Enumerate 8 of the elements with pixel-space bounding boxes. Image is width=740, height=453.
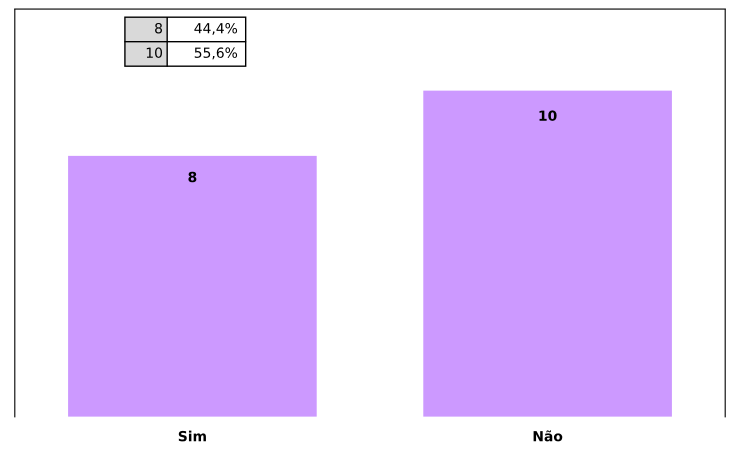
data-label: 8	[188, 172, 196, 182]
data-label: 10	[540, 110, 557, 121]
text: 10	[146, 47, 162, 58]
text: 55,6%	[194, 47, 238, 60]
x-tick-label: Sim	[178, 430, 206, 442]
text: 8	[155, 22, 162, 34]
x-tick-label: Não	[534, 430, 562, 442]
text: 44,4%	[194, 22, 238, 35]
